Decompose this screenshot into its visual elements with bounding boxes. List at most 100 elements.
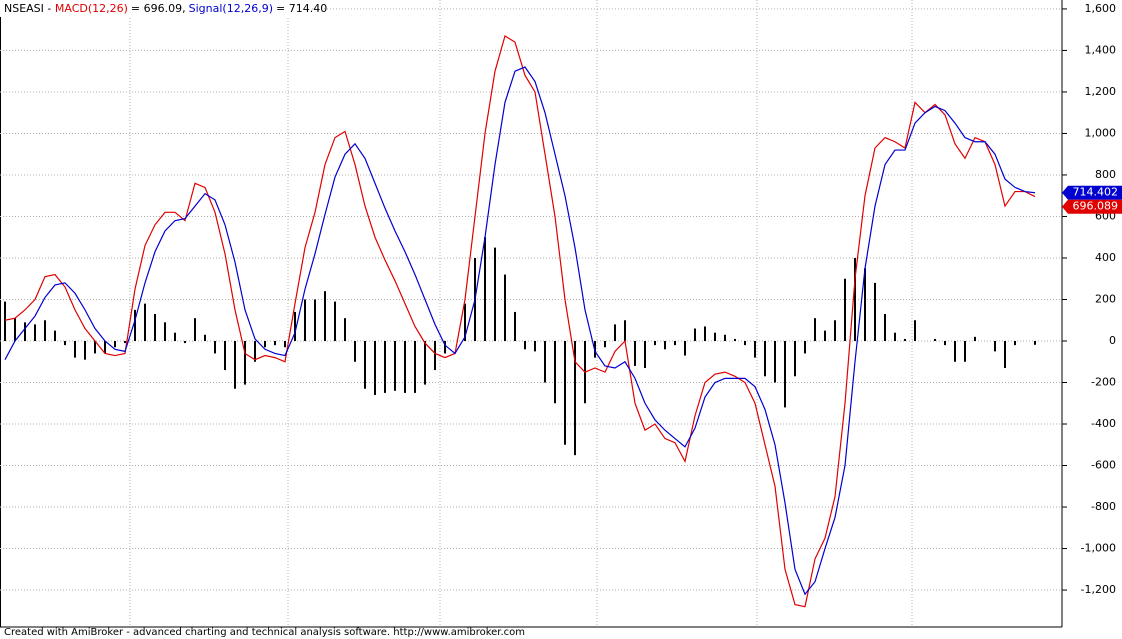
histogram-bar: [444, 341, 446, 354]
histogram-bar: [664, 341, 666, 350]
histogram-bar: [704, 326, 706, 341]
y-tick-label: -200: [1091, 376, 1116, 389]
histogram-bar: [294, 311, 296, 341]
histogram-bar: [374, 341, 376, 395]
histogram-bar: [574, 341, 576, 456]
y-tick-label: 1,600: [1085, 2, 1117, 15]
histogram-bar: [834, 320, 836, 341]
histogram-bar: [804, 341, 806, 354]
y-tick-label: 1,000: [1085, 126, 1117, 139]
y-tick-label: 800: [1095, 168, 1116, 181]
histogram-bar: [214, 341, 216, 354]
histogram-bar: [114, 341, 116, 348]
histogram-bar: [544, 341, 546, 383]
histogram-bar: [34, 324, 36, 341]
histogram-bar: [64, 341, 66, 346]
last-value-box: [1062, 185, 1122, 200]
histogram-bar: [484, 237, 486, 341]
histogram-bar: [814, 318, 816, 341]
histogram-bar: [784, 341, 786, 408]
histogram-bar: [884, 314, 886, 341]
histogram-bar: [854, 257, 856, 341]
histogram-bar: [964, 341, 966, 362]
histogram-bar: [914, 320, 916, 341]
legend-name: MACD(12,26): [55, 2, 128, 15]
histogram-bar: [654, 341, 656, 346]
histogram-bar: [174, 332, 176, 341]
histogram-bar: [404, 341, 406, 393]
legend-name: Signal(12,26,9): [189, 2, 273, 15]
y-tick-label: 1,400: [1085, 43, 1117, 56]
histogram-bar: [874, 282, 876, 341]
histogram-bar: [934, 338, 936, 341]
histogram-bar: [494, 247, 496, 341]
histogram-bar: [154, 314, 156, 341]
histogram-bar: [194, 318, 196, 341]
histogram-bar: [204, 334, 206, 341]
y-tick-label: -800: [1091, 500, 1116, 513]
histogram-bar: [944, 341, 946, 346]
y-tick-label: 0: [1109, 334, 1116, 347]
histogram-bar: [414, 341, 416, 393]
histogram-bar: [614, 324, 616, 341]
histogram-bar: [264, 341, 266, 348]
histogram-bar: [514, 311, 516, 341]
histogram-bar: [434, 341, 436, 371]
y-tick-label: 200: [1095, 292, 1116, 305]
series-line: [4, 34, 1036, 608]
histogram-bar: [774, 341, 776, 383]
histogram-bar: [534, 341, 536, 352]
legend-value: = 714.40: [276, 2, 327, 15]
last-value-label: 714.402: [1073, 186, 1119, 199]
histogram-bar: [164, 322, 166, 341]
histogram-bar: [384, 341, 386, 393]
histogram-bar: [134, 309, 136, 341]
histogram-bar: [14, 318, 16, 341]
histogram-bar: [4, 301, 6, 341]
histogram-bar: [124, 341, 126, 344]
histogram-bar: [304, 299, 306, 341]
y-tick-label: -1,000: [1081, 542, 1116, 555]
histogram-bar: [624, 320, 626, 341]
histogram-bar: [844, 278, 846, 341]
histogram-bar: [1014, 341, 1016, 346]
histogram-bar: [694, 328, 696, 341]
histogram-bar: [554, 341, 556, 404]
histogram-bar: [44, 320, 46, 341]
histogram-bar: [504, 274, 506, 341]
histogram-bar: [954, 341, 956, 362]
histogram-bar: [184, 341, 186, 344]
histogram-bar: [764, 341, 766, 377]
histogram-bar: [464, 303, 466, 341]
histogram-bar: [24, 322, 26, 341]
histogram-bar: [254, 341, 256, 362]
histogram-bar: [354, 341, 356, 362]
title-background: [0, 0, 310, 17]
histogram-bar: [794, 341, 796, 377]
chart-title: NSEASI - MACD(12,26) = 696.09, Signal(12,2…: [4, 2, 327, 15]
y-tick-label: -400: [1091, 417, 1116, 430]
histogram-bar: [244, 341, 246, 385]
histogram-bar: [424, 341, 426, 385]
histogram-bar: [974, 336, 976, 341]
histogram-bar: [324, 291, 326, 341]
histogram-bar: [1004, 341, 1006, 368]
histogram-bar: [84, 341, 86, 360]
histogram-bar: [1034, 341, 1036, 345]
histogram-bar: [314, 299, 316, 341]
histogram-bar: [734, 338, 736, 341]
histogram-bar: [994, 341, 996, 352]
histogram-bar: [234, 341, 236, 389]
histogram-bar: [904, 338, 906, 341]
series-line: [4, 66, 1036, 596]
histogram-bar: [334, 301, 336, 341]
y-tick-label: 400: [1095, 251, 1116, 264]
legend-value: = 696.09,: [131, 2, 186, 15]
histogram-bar: [394, 341, 396, 391]
histogram-bar: [674, 341, 676, 346]
y-tick-label: -1,200: [1081, 583, 1116, 596]
histogram-bar: [74, 341, 76, 358]
